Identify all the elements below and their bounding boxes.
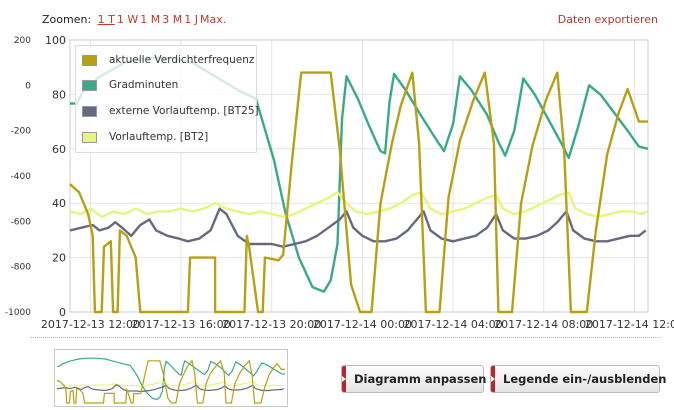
y-right-tick-label: -400 — [11, 172, 32, 182]
x-tick-label: 2017-12-14 12:00 — [585, 318, 674, 331]
navigator-series-1 — [57, 357, 286, 401]
y-left-tick-label: 60 — [52, 143, 66, 156]
adjust-diagram-button[interactable]: Diagramm anpassen — [341, 365, 487, 393]
x-tick-label: 2017-12-13 16:00 — [132, 318, 231, 331]
series-line-0 — [69, 71, 648, 314]
zoom-option[interactable]: Max. — [200, 13, 227, 26]
zoom-option[interactable]: 3 M — [162, 13, 183, 26]
legend-label: Vorlauftemp. [BT2] — [109, 131, 209, 143]
legend-item-gradminuten[interactable]: Gradminuten — [82, 77, 178, 93]
y-axis-right: -1000 -800 -600 -400 -200 0 200 — [5, 36, 31, 318]
zoom-option[interactable]: 1 M — [140, 13, 161, 26]
x-tick-label: 2017-12-14 04:00 — [404, 318, 503, 331]
chart-legend: aktuelle Verdichterfrequenz Gradminuten … — [75, 45, 259, 153]
arrow-right-icon — [342, 366, 346, 392]
zoom-option[interactable]: 1 J — [184, 13, 198, 26]
x-tick-label: 2017-12-14 00:00 — [313, 318, 412, 331]
legend-item-externe-vorlauftemp[interactable]: externe Vorlauftemp. [BT25] — [82, 103, 259, 119]
y-right-tick-label: 0 — [25, 81, 31, 91]
legend-swatch — [82, 54, 97, 66]
y-right-tick-label: 200 — [14, 36, 31, 46]
arrow-right-icon — [491, 366, 495, 392]
y-right-tick-label: -200 — [11, 127, 32, 137]
legend-label: Gradminuten — [109, 79, 179, 91]
zoom-option[interactable]: 1 T — [97, 13, 115, 26]
zoom-label: Zoomen: — [42, 13, 92, 26]
main-chart[interactable]: 0 20 40 60 80 100 -1000 -800 -600 -400 -200 0 200 2… — [0, 30, 674, 335]
navigator-series-3 — [56, 381, 286, 387]
export-data-link[interactable]: Daten exportieren — [557, 13, 658, 26]
x-tick-label: 2017-12-13 20:00 — [222, 318, 321, 331]
grid-lines — [69, 39, 649, 313]
legend-item-verdichterfrequenz[interactable]: aktuelle Verdichterfrequenz — [82, 52, 254, 68]
range-navigator[interactable] — [54, 349, 288, 407]
divider — [30, 337, 660, 338]
y-axis-left: 0 20 40 60 80 100 — [45, 34, 66, 319]
series-line-2 — [69, 207, 647, 248]
y-left-tick-label: 100 — [45, 34, 66, 47]
legend-swatch — [82, 105, 97, 117]
y-left-tick-label: 80 — [52, 88, 66, 101]
x-tick-label: 2017-12-13 12:00 — [41, 318, 140, 331]
legend-label: externe Vorlauftemp. [BT25] — [109, 105, 259, 117]
y-right-tick-label: -800 — [11, 263, 32, 273]
series-line-3 — [69, 191, 649, 218]
y-left-tick-label: 0 — [59, 306, 66, 319]
legend-swatch — [82, 131, 97, 143]
zoom-option[interactable]: 1 W — [116, 13, 139, 26]
y-right-tick-label: -600 — [11, 217, 32, 227]
y-left-tick-label: 20 — [52, 252, 66, 265]
navigator-series-2 — [56, 384, 285, 393]
y-left-tick-label: 40 — [52, 197, 66, 210]
x-tick-label: 2017-12-14 08:00 — [494, 318, 593, 331]
navigator-series-0 — [56, 359, 285, 404]
legend-item-vorlauftemp[interactable]: Vorlauftemp. [BT2] — [82, 129, 208, 145]
y-right-tick-label: -1000 — [5, 308, 31, 318]
toggle-legend-button[interactable]: Legende ein-/ausblenden — [490, 365, 666, 393]
legend-label: aktuelle Verdichterfrequenz — [109, 54, 255, 66]
legend-swatch — [82, 79, 97, 91]
